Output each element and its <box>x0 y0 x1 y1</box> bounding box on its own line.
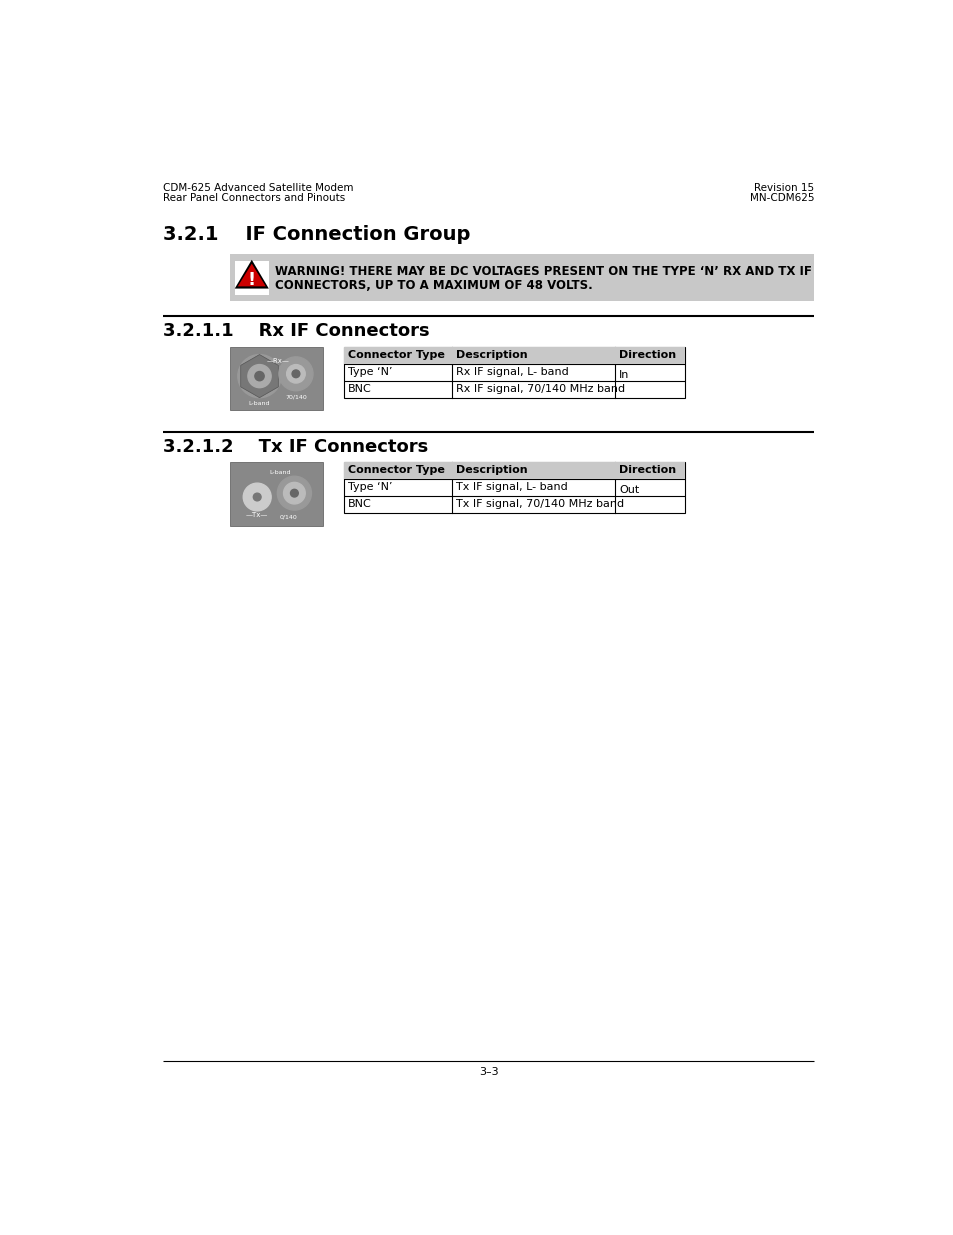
Text: In: In <box>618 369 629 379</box>
Text: CDM-625 Advanced Satellite Modem: CDM-625 Advanced Satellite Modem <box>163 183 354 193</box>
Text: L-band: L-band <box>249 401 270 406</box>
Bar <box>344 347 684 398</box>
Circle shape <box>253 493 261 501</box>
Circle shape <box>283 483 305 504</box>
Polygon shape <box>240 354 278 398</box>
Text: BNC: BNC <box>348 499 372 509</box>
Text: Description: Description <box>456 466 527 475</box>
Text: 3.2.1.2    Tx IF Connectors: 3.2.1.2 Tx IF Connectors <box>163 437 428 456</box>
Text: WARNING! THERE MAY BE DC VOLTAGES PRESENT ON THE TYPE ‘N’ RX AND TX IF: WARNING! THERE MAY BE DC VOLTAGES PRESEN… <box>274 266 811 278</box>
Circle shape <box>292 370 299 378</box>
Circle shape <box>237 354 281 398</box>
Polygon shape <box>234 259 269 289</box>
Bar <box>230 347 323 410</box>
Text: Tx IF signal, 70/140 MHz band: Tx IF signal, 70/140 MHz band <box>456 499 624 509</box>
Text: L-band: L-band <box>270 471 291 475</box>
Bar <box>230 462 323 526</box>
Text: Connector Type: Connector Type <box>348 466 444 475</box>
Bar <box>344 347 684 364</box>
Text: Type ‘N’: Type ‘N’ <box>348 483 392 493</box>
Bar <box>230 254 814 300</box>
Bar <box>344 462 684 479</box>
Text: Direction: Direction <box>618 466 676 475</box>
Text: Rx IF signal, L- band: Rx IF signal, L- band <box>456 367 569 377</box>
Circle shape <box>286 364 305 383</box>
Circle shape <box>277 477 311 510</box>
Circle shape <box>233 474 280 520</box>
Text: CONNECTORS, UP TO A MAXIMUM OF 48 VOLTS.: CONNECTORS, UP TO A MAXIMUM OF 48 VOLTS. <box>274 279 592 293</box>
Text: BNC: BNC <box>348 384 372 394</box>
Text: 3.2.1.1    Rx IF Connectors: 3.2.1.1 Rx IF Connectors <box>163 322 430 340</box>
Text: Connector Type: Connector Type <box>348 350 444 359</box>
Circle shape <box>248 364 271 388</box>
Text: 70/140: 70/140 <box>285 395 307 400</box>
Text: 3–3: 3–3 <box>478 1067 498 1077</box>
Bar <box>234 261 269 294</box>
Text: !: ! <box>248 270 255 289</box>
Text: Rx IF signal, 70/140 MHz band: Rx IF signal, 70/140 MHz band <box>456 384 625 394</box>
Text: Description: Description <box>456 350 527 359</box>
Text: —Tx—: —Tx— <box>246 513 268 519</box>
Circle shape <box>243 483 271 511</box>
Bar <box>344 462 684 514</box>
Text: MN-CDM625: MN-CDM625 <box>749 193 814 203</box>
Text: 3.2.1    IF Connection Group: 3.2.1 IF Connection Group <box>163 225 471 245</box>
Circle shape <box>291 489 298 496</box>
Text: Revision 15: Revision 15 <box>754 183 814 193</box>
Text: Tx IF signal, L- band: Tx IF signal, L- band <box>456 483 568 493</box>
Text: 0/140: 0/140 <box>279 515 296 520</box>
Text: Direction: Direction <box>618 350 676 359</box>
Polygon shape <box>237 263 266 287</box>
Text: Type ‘N’: Type ‘N’ <box>348 367 392 377</box>
Text: Out: Out <box>618 485 639 495</box>
Circle shape <box>254 372 264 380</box>
Circle shape <box>278 357 313 390</box>
Text: —Rx—: —Rx— <box>267 358 290 363</box>
Text: Rear Panel Connectors and Pinouts: Rear Panel Connectors and Pinouts <box>163 193 345 203</box>
